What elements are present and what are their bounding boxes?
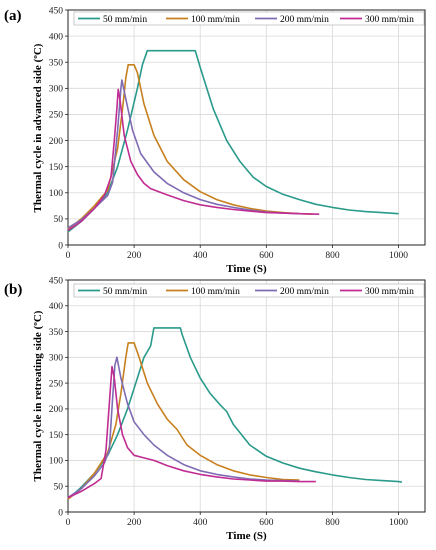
y-tick-label: 150 [49,163,64,173]
y-tick-label: 250 [49,379,64,389]
x-tick-label: 0 [66,251,71,261]
x-tick-label: 200 [127,251,142,261]
x-tick-label: 1000 [389,251,408,261]
chart-panel-1: 0 50 100 150 200 250 300 350 400 450 0 200 400 600 800… [4,6,426,275]
panel-label: (b) [4,282,22,298]
series-line-2 [67,342,300,500]
legend-entry: 50 mm/min [103,287,147,297]
x-tick-label: 0 [66,518,71,528]
x-tick-label: 1000 [389,518,408,528]
y-tick-label: 400 [49,302,64,312]
series-line-3 [67,79,300,229]
series-line-1 [67,327,403,500]
x-axis-label: Time (S) [226,530,267,542]
y-tick-label: 450 [49,276,64,286]
y-tick-label: 100 [49,457,64,467]
series-line-1 [67,49,399,233]
y-tick-label: 400 [49,32,64,42]
x-tick-label: 800 [325,518,340,528]
series-line-4 [67,88,320,232]
x-tick-label: 400 [193,518,208,528]
legend-entry: 200 mm/min [280,287,329,297]
series-line-4 [67,365,316,499]
y-tick-label: 250 [49,111,64,121]
legend: 50 mm/min 100 mm/min 200 mm/min 300 mm/min [73,11,425,26]
y-tick-label: 50 [54,215,64,225]
y-tick-label: 350 [49,328,64,338]
y-tick-label: 200 [49,137,64,147]
x-tick-label: 400 [193,251,208,261]
plot-frame [67,9,426,246]
y-tick-label: 0 [58,241,63,251]
plot-frame [67,279,426,513]
legend-entry: 300 mm/min [365,287,414,297]
y-tick-label: 300 [49,354,64,364]
y-tick-label: 150 [49,431,64,441]
y-axis-label: Thermal cycle in advanced side (ºC) [32,43,44,212]
y-tick-label: 50 [54,483,64,493]
x-axis-label: Time (S) [226,263,267,275]
legend-entry: 50 mm/min [103,15,147,25]
series-line-2 [67,64,313,230]
legend: 50 mm/min 100 mm/min 200 mm/min 300 mm/min [73,283,425,298]
y-tick-label: 300 [49,85,64,95]
y-tick-label: 100 [49,189,64,199]
chart-panel-2: 0 50 100 150 200 250 300 350 400 450 0 200 400 600 800… [4,276,426,542]
legend-entry: 300 mm/min [365,15,414,25]
y-tick-label: 0 [58,508,63,518]
y-tick-label: 450 [49,6,64,16]
legend-box [73,11,425,26]
x-tick-label: 600 [259,518,274,528]
panel-label: (a) [4,8,22,24]
y-tick-label: 350 [49,59,64,69]
series-line-3 [67,356,300,499]
y-axis-label: Thermal cycle in retreating side (ºC) [32,310,44,481]
x-tick-label: 800 [325,251,340,261]
x-tick-label: 200 [127,518,142,528]
x-tick-label: 600 [259,251,274,261]
y-tick-label: 200 [49,405,64,415]
legend-entry: 200 mm/min [280,15,329,25]
legend-entry: 100 mm/min [191,15,240,25]
legend-entry: 100 mm/min [191,287,240,297]
legend-box [73,283,425,298]
